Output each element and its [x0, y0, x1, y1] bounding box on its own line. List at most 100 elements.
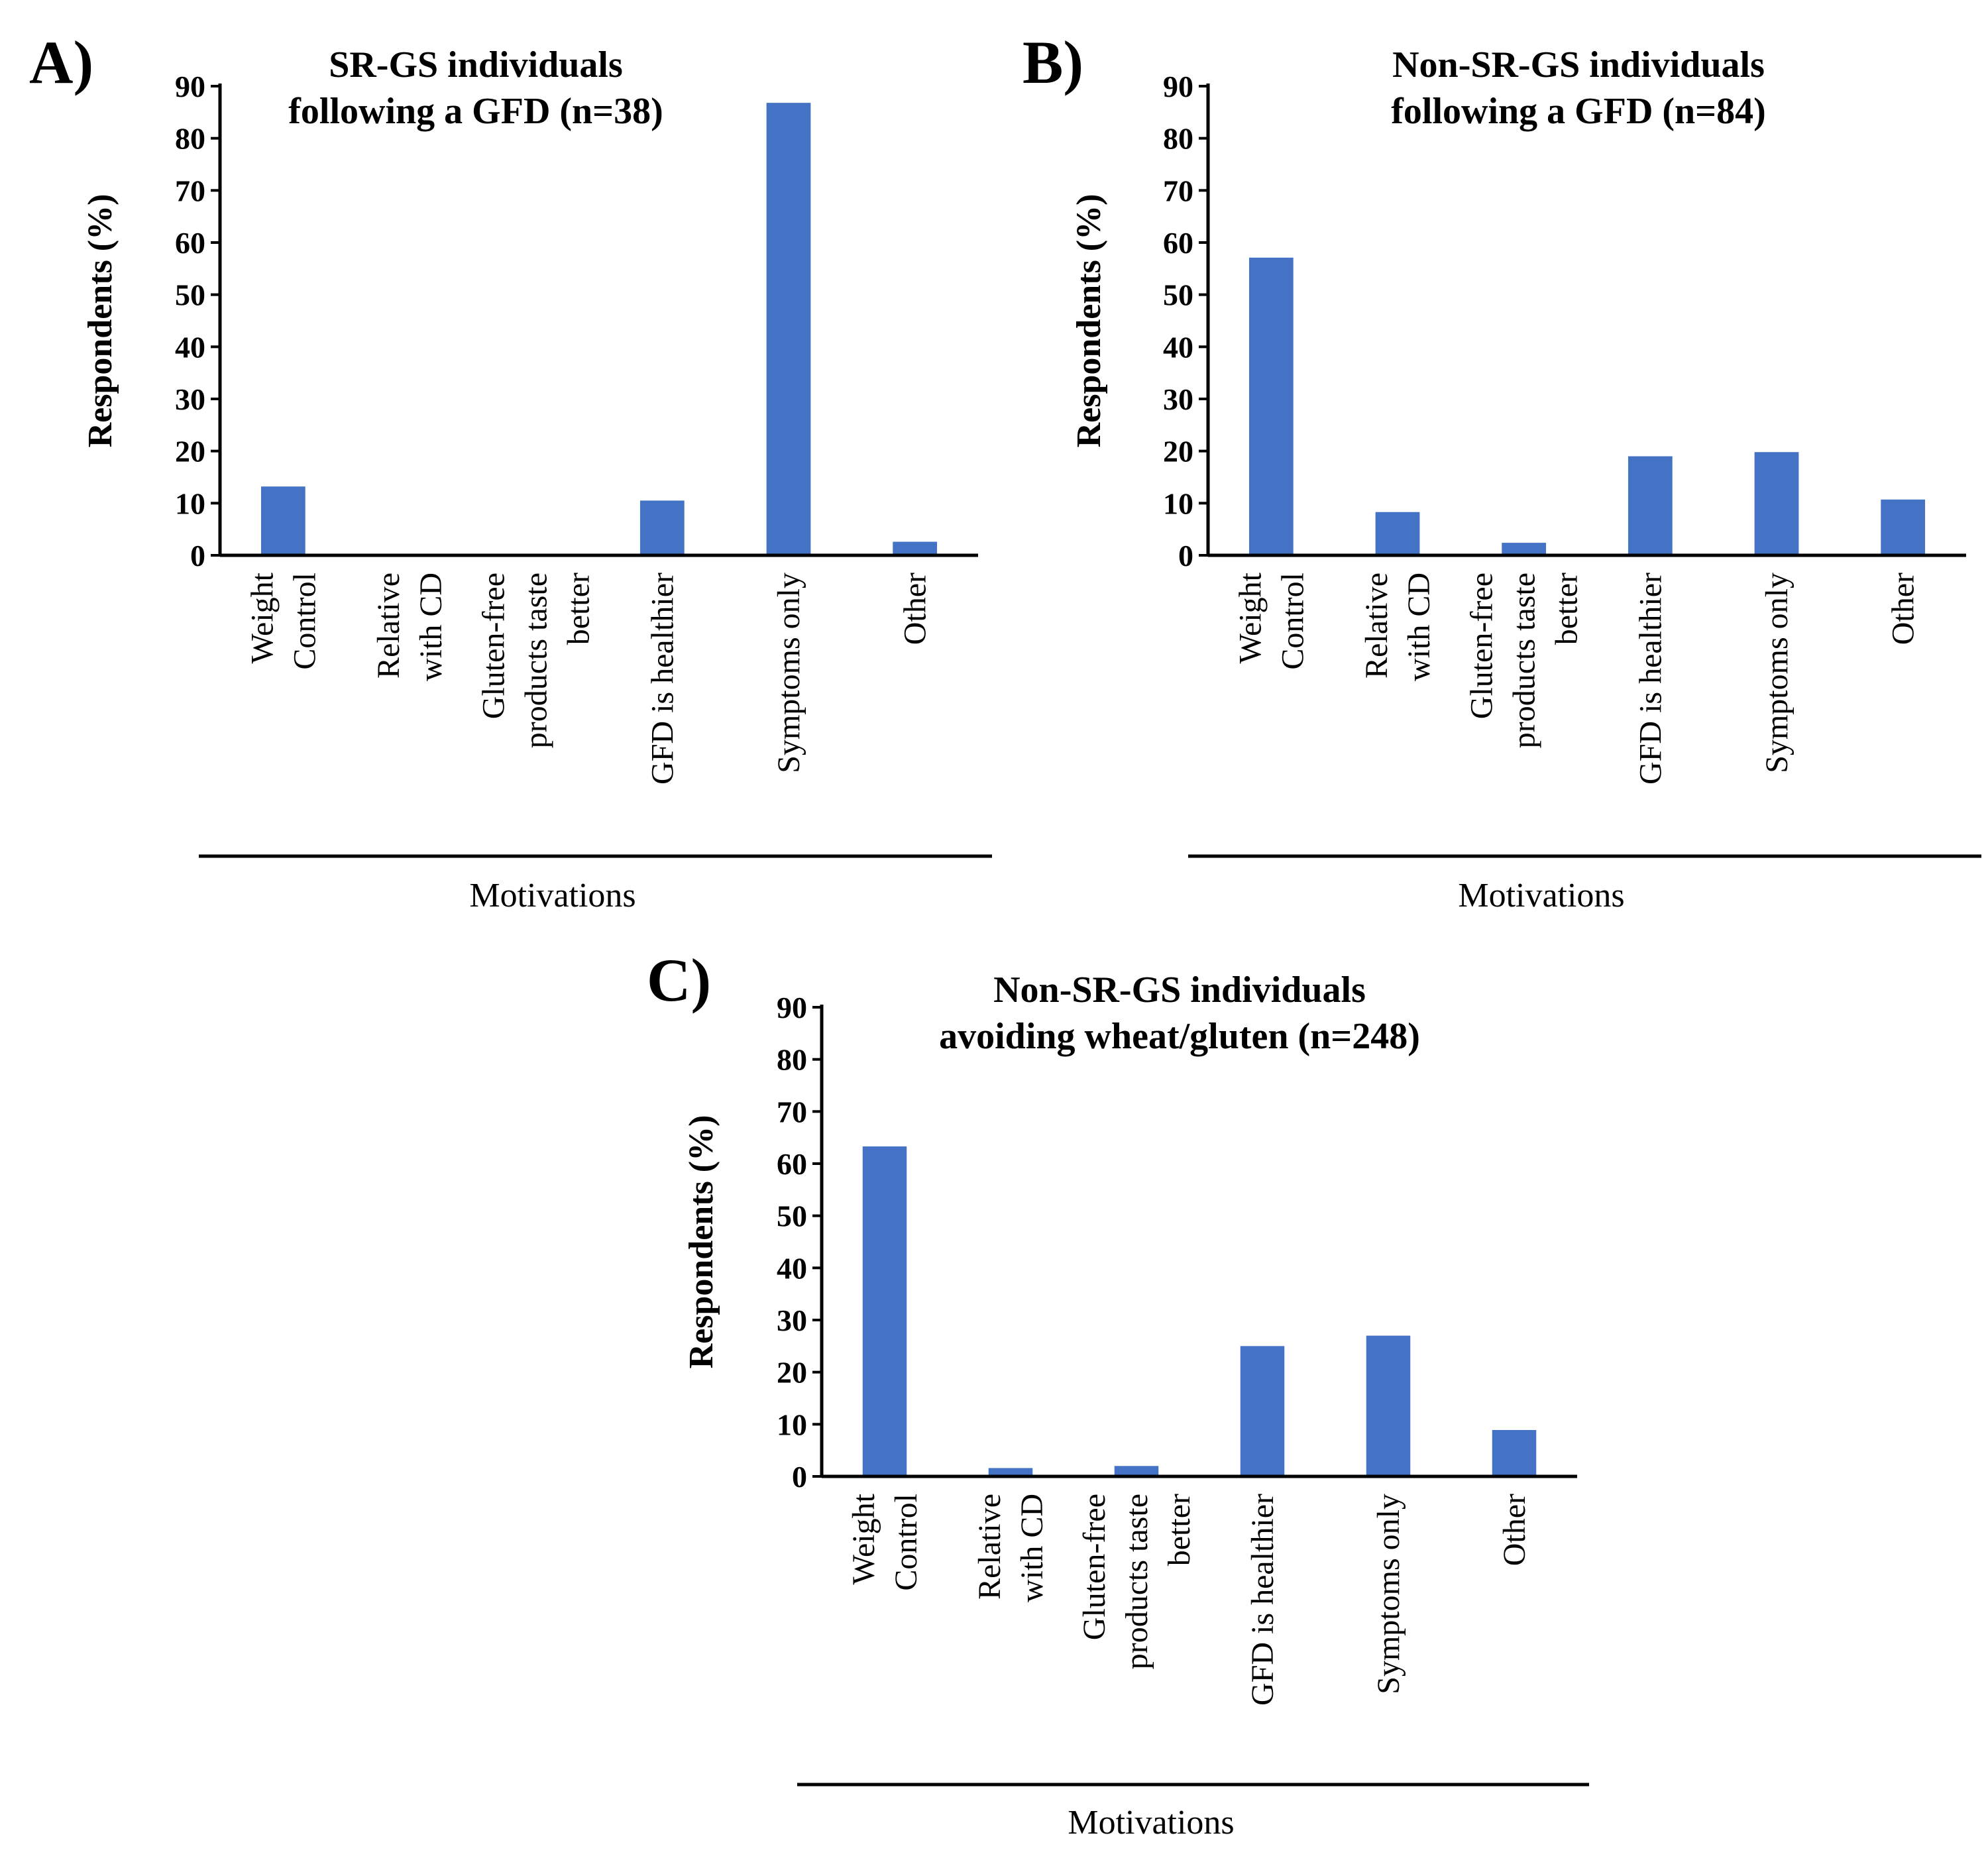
- bar: [1248, 257, 1294, 555]
- category-label-line: better: [561, 573, 596, 645]
- y-tick-label: 30: [777, 1303, 807, 1337]
- y-tick-label: 10: [1163, 486, 1193, 520]
- category-label: Relative with CD: [371, 573, 449, 681]
- category-label-line: GFD is healthier: [1633, 573, 1668, 785]
- bar: [862, 1146, 907, 1476]
- category-label-line: GFD is healthier: [645, 573, 680, 785]
- y-axis-label: Respondents (%): [683, 1115, 720, 1369]
- category-label: Other: [1886, 573, 1921, 645]
- category-label: Symptoms only: [771, 573, 806, 773]
- category-label-line: Symptoms only: [1759, 573, 1795, 773]
- y-tick-label: 20: [175, 435, 205, 468]
- bar: [1628, 456, 1673, 555]
- bar: [1502, 543, 1547, 555]
- y-tick-label: 20: [777, 1356, 807, 1390]
- y-tick-label: 50: [1163, 278, 1193, 312]
- bar: [260, 486, 305, 555]
- bar: [893, 541, 938, 555]
- category-label-line: Weight: [1233, 572, 1268, 663]
- panel-letter: A): [29, 28, 93, 96]
- category-label: Symptoms only: [1759, 573, 1795, 773]
- category-label-line: Gluten-free: [1464, 573, 1500, 719]
- category-label-line: with CD: [414, 573, 449, 681]
- bar: [766, 103, 811, 555]
- y-tick-label: 60: [1163, 226, 1193, 260]
- category-label: GFD is healthier: [645, 573, 680, 785]
- y-tick-label: 40: [1163, 330, 1193, 364]
- bar: [1375, 512, 1420, 555]
- category-label-line: Other: [898, 573, 933, 645]
- bar: [639, 500, 685, 555]
- category-label: Weight Control: [846, 1493, 924, 1590]
- chart-title-line: Non-SR-GS individuals: [993, 969, 1366, 1011]
- category-label-line: Relative: [972, 1494, 1007, 1600]
- category-label-line: Gluten-free: [1077, 1494, 1112, 1640]
- category-label: Symptoms only: [1371, 1494, 1406, 1694]
- y-tick-label: 90: [777, 991, 807, 1024]
- y-tick-label: 70: [777, 1095, 807, 1129]
- category-label-line: Control: [287, 573, 322, 670]
- y-tick-label: 90: [1163, 70, 1193, 103]
- chart-title-line: Non-SR-GS individuals: [1392, 44, 1765, 85]
- category-label-line: products taste: [519, 573, 554, 748]
- y-tick-label: 10: [175, 486, 205, 520]
- y-tick-label: 80: [777, 1043, 807, 1077]
- category-label-line: Control: [889, 1494, 924, 1591]
- y-tick-label: 90: [175, 70, 205, 103]
- chart-title-line: avoiding wheat/gluten (n=248): [939, 1016, 1420, 1057]
- category-label-line: products taste: [1507, 573, 1542, 748]
- bar: [1881, 499, 1926, 555]
- y-tick-label: 70: [1163, 174, 1193, 207]
- y-tick-label: 0: [190, 539, 205, 573]
- chart-title-line: SR-GS individuals: [329, 44, 623, 85]
- y-tick-label: 20: [1163, 435, 1193, 468]
- category-label: Weight Control: [245, 572, 322, 669]
- y-tick-label: 50: [175, 278, 205, 312]
- x-axis-label: Motivations: [1068, 1804, 1234, 1842]
- bar: [1114, 1466, 1159, 1476]
- category-label-line: Other: [1497, 1494, 1532, 1566]
- category-label: GFD is healthier: [1245, 1494, 1280, 1706]
- chart-panel-c: C) Non-SR-GS individuals avoiding wheat/gl…: [647, 946, 1589, 1842]
- category-label-line: better: [1162, 1494, 1197, 1566]
- category-label-line: Symptoms only: [1371, 1494, 1406, 1694]
- y-axis-label: Respondents (%): [1070, 194, 1108, 448]
- y-tick-label: 80: [175, 122, 205, 156]
- y-tick-label: 80: [1163, 122, 1193, 156]
- category-label: GFD is healthier: [1633, 573, 1668, 785]
- chart-panel-b: B) Non-SR-GS individuals following a GFD (…: [1022, 28, 1981, 914]
- y-tick-label: 40: [777, 1251, 807, 1285]
- y-axis-label: Respondents (%): [82, 194, 119, 448]
- panel-letter: C): [647, 946, 711, 1014]
- bar: [1492, 1429, 1537, 1476]
- category-label-line: Other: [1886, 573, 1921, 645]
- category-label-line: Gluten-free: [476, 573, 512, 719]
- panel-letter: B): [1022, 28, 1083, 96]
- x-axis-label: Motivations: [1458, 877, 1624, 914]
- bar: [1240, 1346, 1285, 1476]
- chart-panel-a: A) SR-GS individuals following a GFD (n=38…: [29, 28, 992, 914]
- category-label-line: products taste: [1119, 1494, 1154, 1669]
- category-label-line: GFD is healthier: [1245, 1494, 1280, 1706]
- category-label-line: Relative: [1359, 573, 1394, 679]
- category-label-line: Symptoms only: [771, 573, 806, 773]
- y-tick-label: 60: [777, 1147, 807, 1181]
- bar: [1754, 452, 1799, 555]
- y-tick-label: 50: [777, 1199, 807, 1233]
- y-tick-label: 0: [792, 1460, 807, 1494]
- bar: [988, 1468, 1033, 1476]
- bar: [1366, 1335, 1411, 1476]
- category-label: Relative with CD: [972, 1494, 1050, 1602]
- category-label: Other: [1497, 1494, 1532, 1566]
- category-label: Other: [898, 573, 933, 645]
- y-tick-label: 30: [175, 382, 205, 416]
- category-label-line: Relative: [371, 573, 406, 679]
- y-tick-label: 40: [175, 330, 205, 364]
- category-label: Gluten-free products taste better: [476, 573, 596, 748]
- x-axis-label: Motivations: [469, 877, 635, 914]
- category-label-line: Weight: [245, 572, 280, 663]
- y-tick-label: 0: [1178, 539, 1193, 573]
- y-tick-label: 60: [175, 226, 205, 260]
- category-label: Gluten-free products taste better: [1077, 1494, 1197, 1669]
